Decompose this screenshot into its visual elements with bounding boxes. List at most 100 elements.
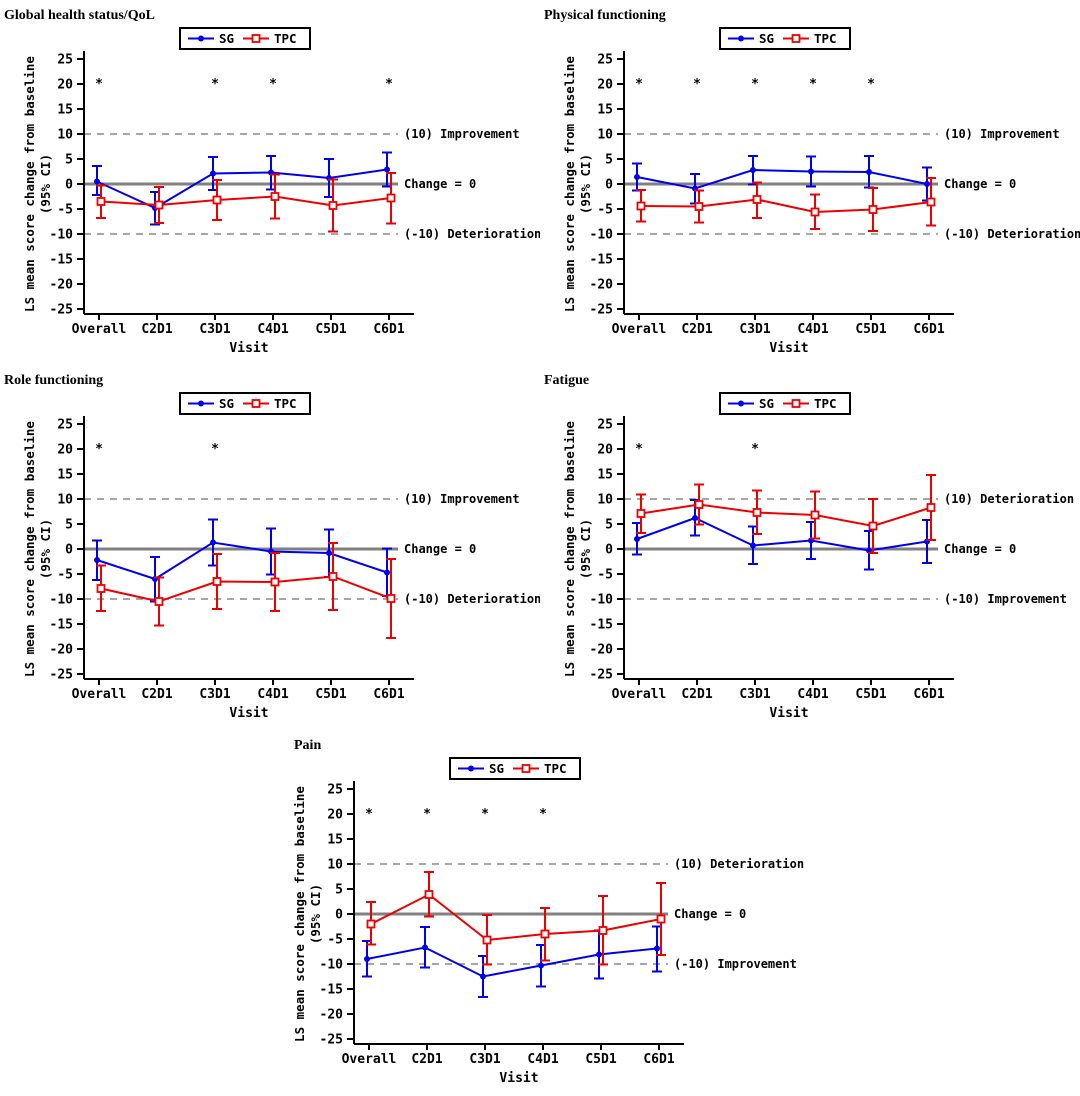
svg-text:-10: -10 <box>50 228 74 243</box>
series-TPC <box>366 871 666 966</box>
data-point-marker <box>154 597 164 606</box>
svg-text:*: * <box>211 442 219 457</box>
svg-text:5: 5 <box>605 153 613 168</box>
svg-text:(95% CI): (95% CI) <box>578 519 593 579</box>
svg-text:Visit: Visit <box>769 341 808 356</box>
data-point-marker <box>750 542 756 549</box>
svg-text:(10) Improvement: (10) Improvement <box>944 127 1060 141</box>
svg-text:Overall: Overall <box>72 322 127 337</box>
svg-text:25: 25 <box>327 783 343 798</box>
svg-text:Change = 0: Change = 0 <box>404 177 476 191</box>
data-point-marker <box>386 193 396 203</box>
significance-markers: * * * * <box>365 807 547 822</box>
chart-title-fatigue: Fatigue <box>544 373 590 388</box>
series-TPC <box>96 542 396 639</box>
svg-text:TPC: TPC <box>544 761 567 776</box>
svg-text:C4D1: C4D1 <box>257 322 288 337</box>
chart-svg: (10) Deterioration (-10) Improvement Chang… <box>562 392 1074 721</box>
svg-text:-15: -15 <box>320 983 343 998</box>
series-line <box>370 893 662 942</box>
data-point-marker <box>810 510 820 520</box>
data-point-marker <box>752 508 762 517</box>
svg-text:Change = 0: Change = 0 <box>944 177 1016 191</box>
svg-text:C2D1: C2D1 <box>681 322 712 337</box>
series-SG <box>362 925 662 998</box>
svg-text:(95% CI): (95% CI) <box>578 154 593 214</box>
data-point-marker <box>364 956 370 962</box>
series-SG <box>92 518 392 603</box>
svg-text:10: 10 <box>597 128 613 143</box>
svg-text:*: * <box>481 807 489 822</box>
reference-lines: (10) Improvement (-10) Deterioration Chang… <box>624 127 1080 241</box>
svg-text:*: * <box>365 807 373 822</box>
svg-text:C5D1: C5D1 <box>585 1052 616 1067</box>
data-point-marker <box>270 577 280 587</box>
data-point-marker <box>326 550 332 556</box>
svg-text:Overall: Overall <box>612 322 667 337</box>
data-point-marker <box>750 167 756 173</box>
svg-text:-25: -25 <box>590 668 613 683</box>
legend-marker-sg <box>198 400 204 407</box>
svg-text:0: 0 <box>65 543 73 558</box>
svg-text:C3D1: C3D1 <box>469 1052 500 1067</box>
svg-text:Change = 0: Change = 0 <box>404 542 476 556</box>
svg-text:*: * <box>693 77 701 92</box>
series-SG <box>632 155 932 205</box>
data-point-marker <box>328 201 338 210</box>
svg-text:10: 10 <box>57 128 73 143</box>
svg-text:C6D1: C6D1 <box>913 322 944 337</box>
svg-text:Change = 0: Change = 0 <box>944 542 1016 556</box>
svg-text:Visit: Visit <box>229 341 268 356</box>
legend-marker-tpc <box>251 399 261 408</box>
svg-text:(-10) Improvement: (-10) Improvement <box>674 957 797 971</box>
svg-text:(-10) Deterioration: (-10) Deterioration <box>404 592 540 606</box>
svg-text:20: 20 <box>327 808 343 823</box>
data-point-marker <box>482 935 492 945</box>
data-point-marker <box>868 205 878 214</box>
chart-fatigue: (10) Deterioration (-10) Improvement Chang… <box>540 389 1080 727</box>
series-line <box>640 503 932 528</box>
series-TPC <box>636 177 936 232</box>
svg-text:LS mean score change from base: LS mean score change from baseline <box>22 56 37 312</box>
chart-physical-functioning: (10) Improvement (-10) Deterioration Chang… <box>540 24 1080 362</box>
series-line <box>640 198 932 214</box>
data-point-marker <box>424 890 434 899</box>
svg-text:C3D1: C3D1 <box>199 322 230 337</box>
x-axis: Overall C2D1 C3D1 C4D1 C5D1 C6D1 Visit <box>612 313 954 356</box>
series-line <box>636 168 928 190</box>
svg-text:C6D1: C6D1 <box>913 687 944 702</box>
y-axis-label: LS mean score change from baseline (95% C… <box>22 56 53 312</box>
data-point-marker <box>656 914 666 924</box>
data-point-marker <box>386 594 396 603</box>
legend: SG TPC <box>179 392 311 415</box>
svg-text:C4D1: C4D1 <box>527 1052 558 1067</box>
legend: SG TPC <box>719 27 851 50</box>
legend-marker-sg <box>468 765 474 772</box>
data-point-marker <box>210 170 216 177</box>
svg-text:-15: -15 <box>50 618 73 633</box>
svg-text:(10) Improvement: (10) Improvement <box>404 492 520 506</box>
svg-text:0: 0 <box>65 178 73 193</box>
svg-text:-20: -20 <box>50 643 74 658</box>
svg-text:-20: -20 <box>320 1008 344 1023</box>
series-line <box>636 516 928 552</box>
series-line <box>96 168 388 210</box>
svg-text:C2D1: C2D1 <box>141 322 172 337</box>
reference-lines: (10) Deterioration (-10) Improvement Chang… <box>354 857 804 971</box>
data-point-marker <box>212 195 222 205</box>
chart-svg: (10) Deterioration (-10) Improvement Chang… <box>292 757 804 1086</box>
svg-text:Overall: Overall <box>342 1052 397 1067</box>
svg-text:-5: -5 <box>597 203 613 218</box>
svg-text:Visit: Visit <box>769 706 808 721</box>
chart-global-health-status-qol: (10) Improvement (-10) Deterioration Chang… <box>0 24 541 362</box>
svg-text:25: 25 <box>597 418 613 433</box>
svg-text:15: 15 <box>327 833 343 848</box>
svg-text:-20: -20 <box>50 278 74 293</box>
svg-text:(-10) Improvement: (-10) Improvement <box>944 592 1067 606</box>
y-axis: 25 20 15 10 5 0 -5 -10 -15 -20 -25 <box>590 51 625 318</box>
svg-text:C3D1: C3D1 <box>739 687 770 702</box>
panel-fatigue: Fatigue (10) Deterioration (-10) Improvem… <box>540 365 1080 730</box>
svg-text:C5D1: C5D1 <box>315 322 346 337</box>
x-axis: Overall C2D1 C3D1 C4D1 C5D1 C6D1 Visit <box>612 678 954 721</box>
svg-text:C3D1: C3D1 <box>739 322 770 337</box>
